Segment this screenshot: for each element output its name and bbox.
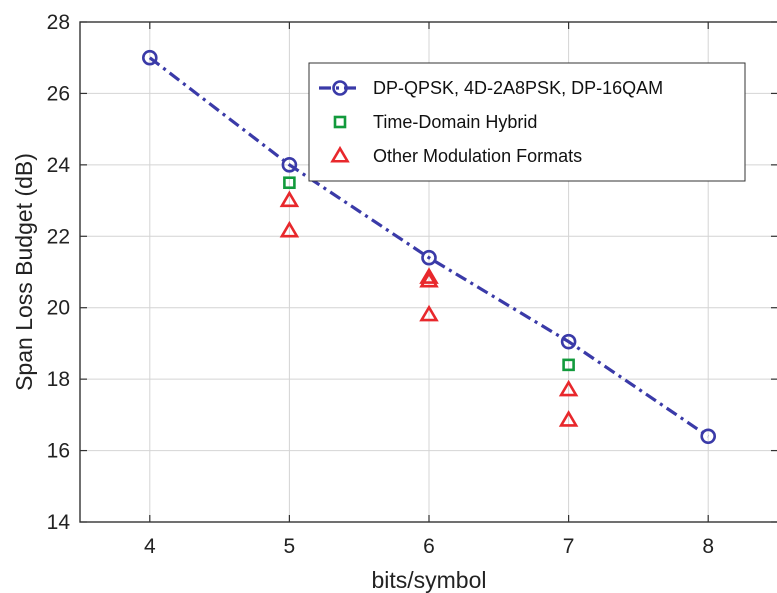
x-tick-label: 6 bbox=[423, 535, 435, 558]
x-tick-label: 8 bbox=[702, 535, 714, 558]
legend-marker bbox=[330, 145, 350, 163]
y-tick-label: 18 bbox=[47, 368, 70, 391]
y-tick-label: 20 bbox=[47, 297, 70, 320]
series-1-point bbox=[700, 428, 717, 445]
series-1-point bbox=[281, 157, 298, 173]
y-tick-label: 16 bbox=[47, 440, 70, 463]
legend-items: DP-QPSK, 4D-2A8PSK, DP-16QAM Time-Domain … bbox=[319, 78, 663, 166]
legend-label: Other Modulation Formats bbox=[373, 146, 582, 166]
legend-label: Time-Domain Hybrid bbox=[373, 112, 537, 132]
series-3-point bbox=[419, 267, 439, 284]
series-3-point bbox=[279, 190, 300, 208]
series-3-point bbox=[419, 270, 439, 288]
legend-box bbox=[308, 62, 746, 182]
series-3-point bbox=[419, 304, 439, 322]
legend-marker bbox=[332, 80, 348, 96]
series-3-point bbox=[279, 220, 300, 238]
legend-marker bbox=[333, 115, 347, 129]
series-2 bbox=[283, 176, 575, 372]
y-axis-label: Span Loss Budget (dB) bbox=[11, 153, 37, 391]
series-3-point bbox=[558, 410, 579, 427]
series-1-line bbox=[148, 56, 710, 438]
x-tick-label: 5 bbox=[284, 535, 296, 558]
series-2-point bbox=[283, 176, 296, 190]
legend-label: DP-QPSK, 4D-2A8PSK, DP-16QAM bbox=[373, 78, 663, 98]
y-tick-label: 22 bbox=[47, 225, 70, 248]
y-tick-label: 28 bbox=[47, 11, 70, 34]
series-1-point bbox=[560, 333, 577, 350]
legend: DP-QPSK, 4D-2A8PSK, DP-16QAM Time-Domain … bbox=[308, 62, 746, 182]
series-3-point bbox=[558, 379, 579, 397]
y-tick-label: 14 bbox=[47, 511, 71, 534]
series-1 bbox=[142, 49, 717, 445]
series-1-point bbox=[142, 49, 158, 66]
x-tick-label: 4 bbox=[144, 535, 156, 558]
series-1-point bbox=[421, 249, 437, 266]
y-tick-label: 26 bbox=[47, 82, 70, 105]
y-tick-label: 24 bbox=[47, 154, 71, 177]
series-3 bbox=[279, 190, 579, 427]
x-axis-label: bits/symbol bbox=[371, 567, 486, 593]
series-2-point bbox=[562, 358, 575, 372]
series bbox=[142, 49, 717, 445]
axis-ticks: 4 5 6 7 8 14 16 18 20 22 24 26 28 bbox=[47, 11, 777, 558]
x-tick-label: 7 bbox=[563, 535, 575, 558]
